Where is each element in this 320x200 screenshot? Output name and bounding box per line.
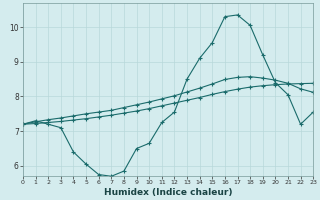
X-axis label: Humidex (Indice chaleur): Humidex (Indice chaleur) xyxy=(104,188,232,197)
